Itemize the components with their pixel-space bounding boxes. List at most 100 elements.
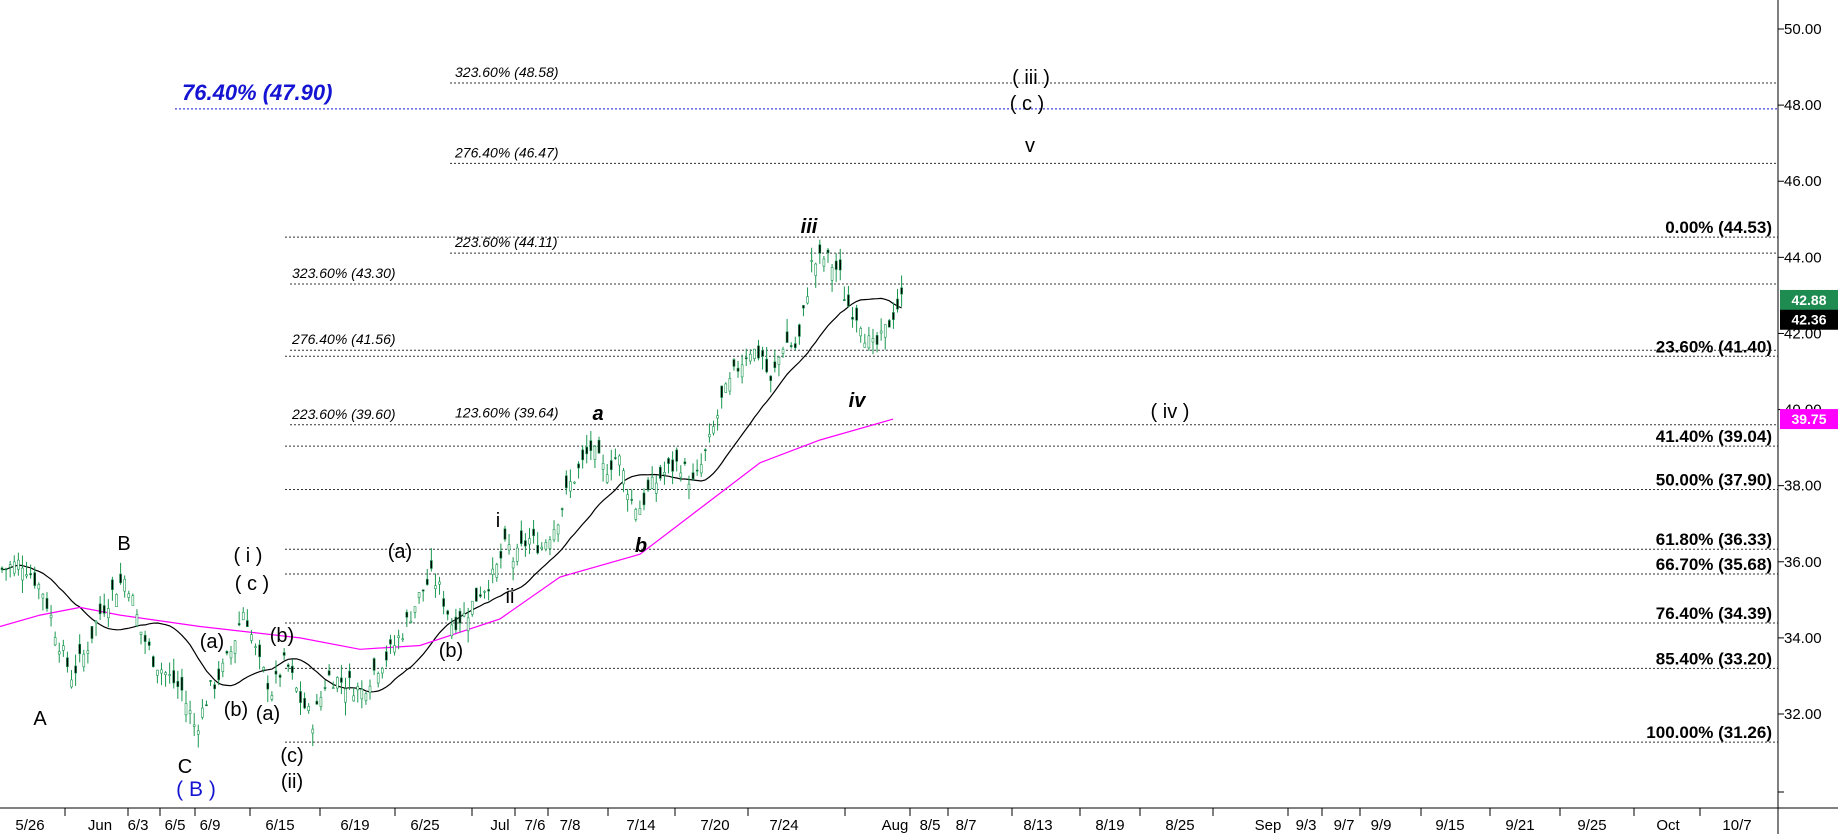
- x-tick-label: Jul: [490, 817, 509, 834]
- candle-body: [777, 356, 781, 365]
- wave-label: (a): [200, 631, 224, 653]
- candle-body: [389, 639, 392, 645]
- x-tick-label: 5/26: [15, 817, 44, 834]
- candle-body: [327, 670, 331, 676]
- candle-body: [352, 695, 355, 702]
- candle-body: [479, 594, 482, 597]
- candle-body: [867, 335, 871, 349]
- candle-body: [21, 567, 24, 581]
- candle-body: [650, 476, 654, 489]
- candle-body: [544, 542, 548, 550]
- candle-body: [462, 613, 466, 617]
- candle-body: [679, 472, 683, 478]
- candle-body: [626, 494, 629, 500]
- candle-body: [732, 359, 736, 367]
- wave-label: a: [592, 403, 603, 425]
- candle-body: [319, 697, 323, 707]
- x-tick-label: 7/14: [626, 817, 655, 834]
- candle-body: [749, 353, 752, 362]
- wave-label: ( c ): [235, 573, 269, 595]
- candle-body: [258, 644, 261, 658]
- candle-body: [753, 348, 756, 359]
- candle-body: [147, 641, 151, 646]
- extension-label: 123.60% (39.64): [455, 404, 559, 420]
- candle-body: [434, 585, 437, 589]
- candle-body: [172, 670, 176, 684]
- candle-body: [724, 383, 728, 393]
- candle-body: [524, 540, 527, 547]
- candle-body: [564, 475, 568, 489]
- candle-body: [785, 331, 789, 343]
- candle-body: [78, 643, 81, 655]
- candle-body: [540, 546, 544, 550]
- candle-body: [233, 640, 237, 654]
- blue-level-label: 76.40% (47.90): [182, 80, 332, 105]
- x-tick-label: 6/5: [165, 817, 186, 834]
- candle-body: [336, 677, 339, 689]
- candle-body: [311, 728, 315, 734]
- candle-body: [577, 463, 580, 469]
- x-tick-label: 8/19: [1095, 817, 1124, 834]
- candle-body: [102, 605, 106, 614]
- candle-body: [830, 267, 834, 281]
- x-tick-label: Sep: [1255, 817, 1282, 834]
- candle-body: [53, 637, 57, 646]
- candle-body: [4, 568, 8, 571]
- candle-body: [663, 472, 666, 475]
- candle-body: [888, 320, 891, 328]
- extension-label: 223.60% (39.60): [291, 406, 396, 422]
- x-tick-label: 9/21: [1505, 817, 1534, 834]
- y-tick-label: 36.00: [1784, 554, 1822, 571]
- candle-body: [605, 474, 609, 483]
- candle-body: [871, 338, 875, 343]
- candle-body: [45, 598, 49, 609]
- candle-body: [196, 730, 200, 735]
- retracement-label: 0.00% (44.53): [1665, 218, 1772, 237]
- candle-body: [372, 658, 376, 671]
- retracement-label: 23.60% (41.40): [1656, 337, 1772, 356]
- candle-body: [421, 589, 425, 592]
- candle-body: [180, 676, 184, 691]
- candlesticks: [0, 239, 903, 748]
- candle-body: [241, 612, 245, 621]
- candle-body: [66, 657, 69, 668]
- moving-average-long: [0, 418, 894, 650]
- candle-body: [818, 244, 822, 254]
- candle-body: [12, 561, 16, 574]
- x-tick-label: 9/9: [1371, 817, 1392, 834]
- candle-body: [262, 667, 266, 671]
- candle-body: [107, 608, 110, 619]
- candle-body: [659, 466, 662, 479]
- candle-body: [385, 651, 388, 661]
- candle-body: [769, 375, 773, 381]
- x-tick-label: 6/9: [200, 817, 221, 834]
- candle-body: [74, 665, 77, 674]
- candle-body: [712, 426, 715, 434]
- retracement-label: 76.40% (34.39): [1656, 604, 1772, 623]
- candle-body: [487, 589, 490, 592]
- candle-body: [822, 258, 826, 267]
- wave-label: C: [178, 756, 192, 778]
- candle-body: [201, 707, 204, 718]
- candle-body: [675, 449, 679, 462]
- candle-body: [291, 665, 294, 673]
- x-tick-label: 6/15: [265, 817, 294, 834]
- candle-body: [417, 592, 421, 598]
- candle-body: [573, 481, 576, 484]
- candle-body: [176, 681, 180, 688]
- candle-body: [720, 385, 723, 398]
- candle-body: [274, 670, 278, 675]
- candle-body: [250, 634, 253, 641]
- x-tick-label: 8/7: [956, 817, 977, 834]
- x-tick-label: 8/25: [1165, 817, 1194, 834]
- x-tick-label: 8/5: [920, 817, 941, 834]
- wave-label: b: [635, 535, 647, 557]
- candle-body: [119, 573, 122, 584]
- candle-body: [151, 656, 155, 667]
- x-tick-label: 8/13: [1023, 817, 1052, 834]
- candle-body: [892, 312, 895, 320]
- x-tick-label: 9/3: [1296, 817, 1317, 834]
- candle-body: [62, 645, 65, 651]
- candle-body: [307, 706, 310, 711]
- y-tick-label: 50.00: [1784, 21, 1822, 38]
